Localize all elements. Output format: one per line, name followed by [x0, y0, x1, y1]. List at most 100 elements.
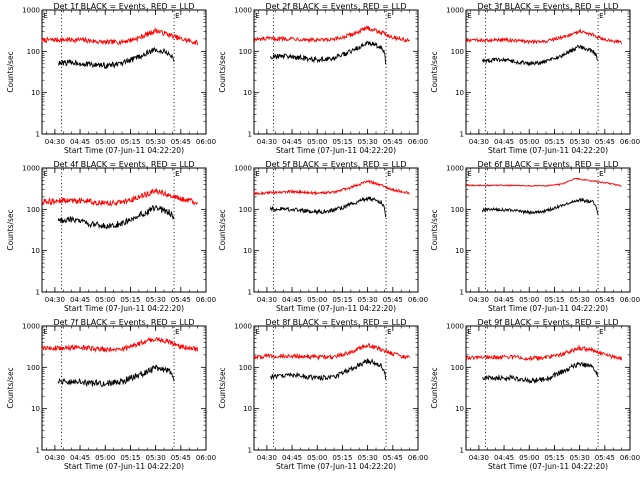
plot-frame [465, 9, 631, 135]
x-tick-label: 05:45 [383, 296, 403, 304]
x-tick-label: 05:30 [358, 296, 378, 304]
x-tick-label: 05:15 [544, 138, 564, 146]
chart-title: Det 6f BLACK = Events, RED = LLD [477, 160, 618, 169]
y-tick-label: 100 [27, 364, 40, 372]
x-axis-label: Start Time (07-Jun-11 04:22:20) [64, 304, 184, 313]
x-tick-label: 05:15 [120, 138, 140, 146]
y-tick-label: 100 [451, 206, 464, 214]
events-rate-line [481, 44, 599, 67]
chart-panel-7: Det 7f BLACK = Events, RED = LLD 1 10 100 10… [6, 318, 216, 471]
x-tick-label: 05:30 [358, 454, 378, 462]
x-tick-label: 05:15 [120, 454, 140, 462]
events-rate-line [58, 46, 175, 70]
x-tick-label: 04:45 [70, 454, 90, 462]
x-tick-label: 06:00 [408, 454, 428, 462]
x-axis-label: Start Time (07-Jun-11 04:22:20) [276, 462, 396, 471]
lld-rate-line [41, 27, 199, 46]
y-tick-label: 100 [239, 48, 252, 56]
chart-title: Det 9f BLACK = Events, RED = LLD [477, 318, 618, 327]
y-tick-label: 1000 [22, 323, 40, 331]
lld-rate-line [465, 177, 622, 188]
x-axis-label: Start Time (07-Jun-11 04:22:20) [488, 304, 608, 313]
chart-panel-3: Det 3f BLACK = Events, RED = LLD 1 10 100 10… [430, 2, 640, 155]
x-tick-label: 04:45 [70, 138, 90, 146]
x-tick-label: 05:15 [544, 454, 564, 462]
y-tick-label: 1000 [234, 165, 252, 173]
x-tick-label: 06:00 [620, 296, 640, 304]
x-tick-label: 05:30 [146, 296, 166, 304]
x-tick-label: 05:45 [595, 296, 615, 304]
y-tick-label: 1 [460, 447, 464, 455]
chart-title: Det 4f BLACK = Events, RED = LLD [53, 160, 194, 169]
x-tick-label: 04:45 [494, 138, 514, 146]
y-axis-label: Counts/sec [6, 51, 15, 92]
event-marker-label: E [175, 328, 179, 336]
plot-frame [253, 167, 419, 293]
x-tick-label: 05:15 [332, 454, 352, 462]
chart-title: Det 2f BLACK = Events, RED = LLD [265, 2, 406, 11]
x-axis-label: Start Time (07-Jun-11 04:22:20) [276, 304, 396, 313]
event-marker-label: E [255, 328, 259, 336]
events-rate-line [269, 40, 387, 65]
lld-rate-line [253, 25, 410, 44]
y-axis-label: Counts/sec [6, 209, 15, 250]
events-rate-line [481, 197, 599, 216]
x-tick-label: 05:45 [171, 454, 191, 462]
chart-title: Det 8f BLACK = Events, RED = LLD [265, 318, 406, 327]
plot-frame [465, 325, 631, 451]
x-tick-label: 05:15 [332, 138, 352, 146]
x-tick-label: 05:30 [146, 454, 166, 462]
y-axis-label: Counts/sec [218, 367, 227, 408]
x-tick-label: 05:00 [95, 296, 115, 304]
events-rate-line [57, 363, 175, 388]
event-marker-label: E [599, 12, 603, 20]
events-rate-line [269, 195, 387, 218]
y-tick-label: 1000 [234, 323, 252, 331]
y-axis-label: Counts/sec [430, 51, 439, 92]
x-tick-label: 06:00 [196, 296, 216, 304]
event-marker-label: E [255, 170, 259, 178]
y-tick-label: 100 [451, 48, 464, 56]
event-marker-label: E [387, 12, 391, 20]
x-tick-label: 05:15 [332, 296, 352, 304]
x-tick-label: 04:45 [282, 454, 302, 462]
x-tick-label: 04:30 [257, 454, 277, 462]
y-axis-label: Counts/sec [218, 51, 227, 92]
y-tick-label: 10 [31, 247, 40, 255]
y-tick-label: 1000 [22, 7, 40, 15]
x-tick-label: 05:00 [307, 454, 327, 462]
plot-frame [41, 9, 207, 135]
x-tick-label: 05:30 [570, 138, 590, 146]
event-marker-label: E [467, 12, 471, 20]
event-marker-label: E [255, 12, 259, 20]
x-tick-label: 05:30 [570, 454, 590, 462]
y-tick-label: 1 [36, 289, 40, 297]
y-tick-label: 1000 [446, 7, 464, 15]
x-tick-label: 05:15 [120, 296, 140, 304]
x-tick-label: 06:00 [620, 138, 640, 146]
x-axis-label: Start Time (07-Jun-11 04:22:20) [488, 146, 608, 155]
x-tick-label: 04:45 [494, 454, 514, 462]
x-tick-label: 04:30 [45, 454, 65, 462]
event-marker-label: E [387, 328, 391, 336]
lld-rate-line [253, 343, 411, 361]
chart-panel-9: Det 9f BLACK = Events, RED = LLD 1 10 100 10… [430, 318, 640, 471]
chart-panel-2: Det 2f BLACK = Events, RED = LLD 1 10 100 10… [218, 2, 428, 155]
x-axis-label: Start Time (07-Jun-11 04:22:20) [64, 146, 184, 155]
plot-frame [253, 325, 419, 451]
x-tick-label: 04:45 [282, 138, 302, 146]
x-tick-label: 05:45 [383, 454, 403, 462]
plot-frame [253, 9, 419, 135]
event-marker-label: E [175, 12, 179, 20]
y-tick-label: 1000 [446, 165, 464, 173]
chart-title: Det 7f BLACK = Events, RED = LLD [53, 318, 194, 327]
y-tick-label: 10 [243, 405, 252, 413]
y-tick-label: 100 [239, 206, 252, 214]
chart-panel-8: Det 8f BLACK = Events, RED = LLD 1 10 100 10… [218, 318, 428, 471]
x-tick-label: 06:00 [408, 138, 428, 146]
event-marker-label: E [43, 12, 47, 20]
events-rate-line [57, 204, 175, 230]
x-tick-label: 04:30 [469, 138, 489, 146]
plot-frame [41, 325, 207, 451]
